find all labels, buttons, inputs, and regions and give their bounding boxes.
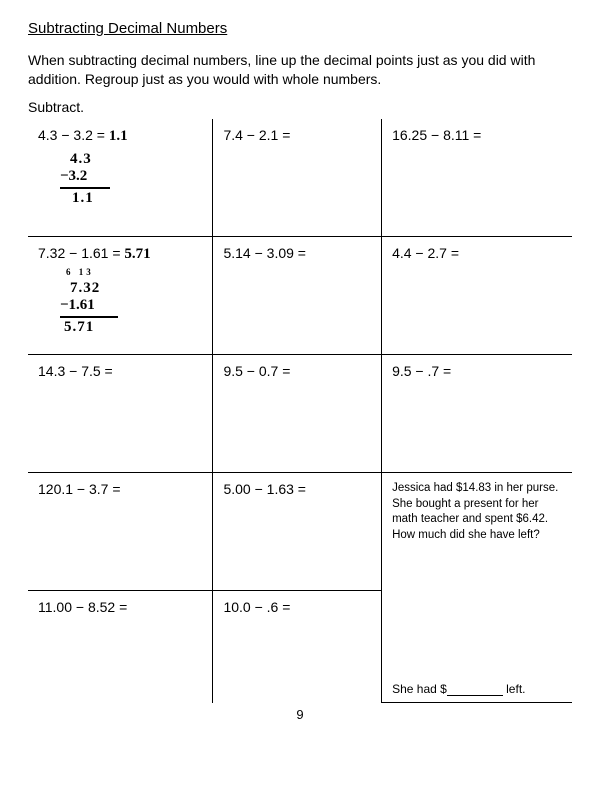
work-sub: −3.2 [60,168,87,185]
work-rule [60,187,110,189]
worked-example: 4.3 −3.2 1.1 [60,151,204,208]
problem-text: 9.5 − .7 = [392,363,451,379]
problem-text: 5.00 − 1.63 = [223,481,306,497]
work-answer: 5.71 [60,319,204,336]
problem-text: 4.3 − 3.2 = 1.1 [38,127,128,143]
problem-text: 11.00 − 8.52 = [38,599,127,615]
answer-prefix: She had $ [392,682,447,696]
cell-r3c3: 9.5 − .7 = [382,355,572,473]
problem-text: 14.3 − 7.5 = [38,363,113,379]
subtract-label: Subtract. [28,99,572,115]
work-answer: 1.1 [60,190,204,207]
problem-text: 10.0 − .6 = [223,599,290,615]
cell-r1c1: 4.3 − 3.2 = 1.1 4.3 −3.2 1.1 [28,119,213,237]
answer-text: 5.71 [124,246,150,262]
answer-suffix: left. [506,682,525,696]
problem-text: 120.1 − 3.7 = [38,481,121,497]
word-answer-line: She had $ left. [392,682,525,696]
problem-text: 9.5 − 0.7 = [223,363,290,379]
cell-r4c1: 120.1 − 3.7 = [28,473,213,591]
page-title: Subtracting Decimal Numbers [28,20,572,37]
worked-example: 6 13 7.32 −1.61 5.71 [60,269,204,336]
cell-r1c2: 7.4 − 2.1 = [213,119,382,237]
problem-grid: 4.3 − 3.2 = 1.1 4.3 −3.2 1.1 7.4 − 2.1 =… [28,119,572,704]
work-rule [60,316,118,318]
regroup-marks: 6 13 [66,267,210,277]
word-problem-text: Jessica had $14.83 in her purse. She bou… [392,481,564,543]
problem-text: 7.32 − 1.61 = 5.71 [38,245,151,261]
cell-r1c3: 16.25 − 8.11 = [382,119,572,237]
problem-text: 7.4 − 2.1 = [223,127,290,143]
work-sub: −1.61 [60,297,95,314]
answer-blank [447,695,503,696]
cell-word-problem: Jessica had $14.83 in her purse. She bou… [382,473,572,703]
answer-text: 1.1 [109,128,128,144]
problem-text: 5.14 − 3.09 = [223,245,306,261]
cell-r3c2: 9.5 − 0.7 = [213,355,382,473]
cell-r2c1: 7.32 − 1.61 = 5.71 6 13 7.32 −1.61 5.71 [28,237,213,355]
instructions-text: When subtracting decimal numbers, line u… [28,51,572,89]
work-top: 7.32 [60,280,204,297]
problem-text: 4.4 − 2.7 = [392,245,459,261]
cell-r4c2: 5.00 − 1.63 = [213,473,382,591]
cell-r5c2: 10.0 − .6 = [213,591,382,703]
cell-r2c2: 5.14 − 3.09 = [213,237,382,355]
cell-r2c3: 4.4 − 2.7 = [382,237,572,355]
work-top: 4.3 [60,151,204,168]
page-number: 9 [28,707,572,722]
cell-r5c1: 11.00 − 8.52 = [28,591,213,703]
problem-text: 16.25 − 8.11 = [392,127,481,143]
cell-r3c1: 14.3 − 7.5 = [28,355,213,473]
